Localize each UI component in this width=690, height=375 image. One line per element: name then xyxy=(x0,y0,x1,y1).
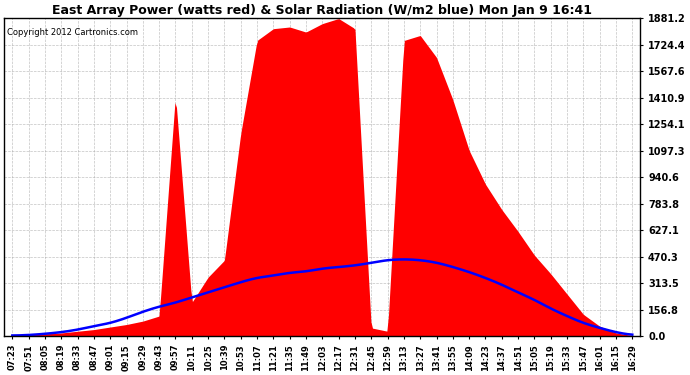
Text: Copyright 2012 Cartronics.com: Copyright 2012 Cartronics.com xyxy=(8,28,139,37)
Title: East Array Power (watts red) & Solar Radiation (W/m2 blue) Mon Jan 9 16:41: East Array Power (watts red) & Solar Rad… xyxy=(52,4,592,17)
